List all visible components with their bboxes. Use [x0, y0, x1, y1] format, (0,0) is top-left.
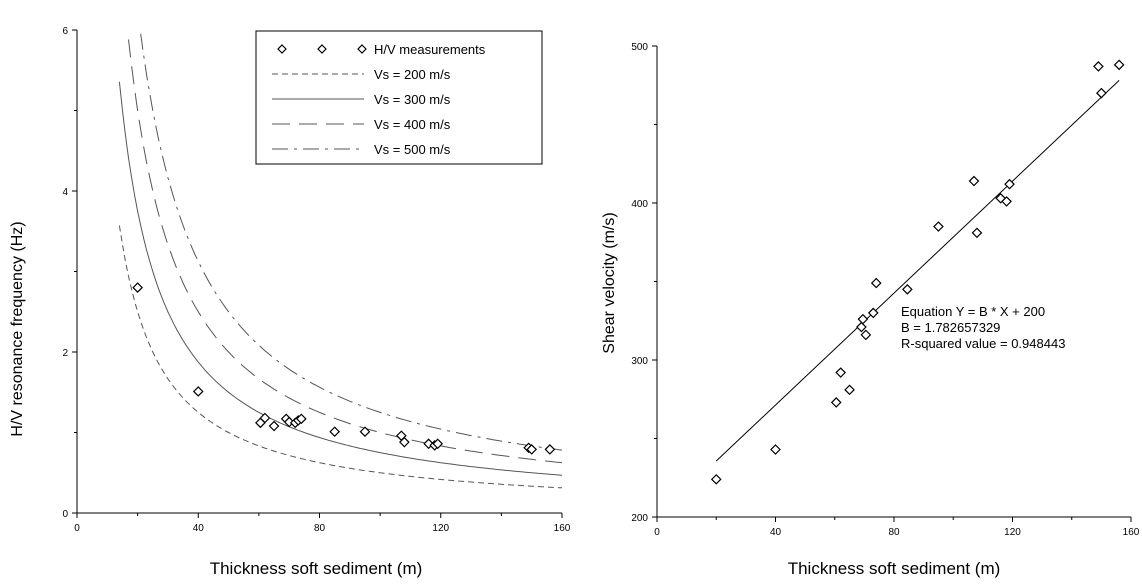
- regression-line: [715, 80, 1120, 462]
- hv-measurement-point: [192, 386, 204, 397]
- hv-measurement-point: [399, 436, 410, 448]
- left-x-ticks: 0 40 80 120 160: [74, 513, 571, 534]
- x-tick-label: 120: [432, 523, 449, 534]
- shear-velocity-point: [1113, 59, 1125, 71]
- shear-velocity-point: [1004, 178, 1015, 190]
- shear-velocity-point: [856, 321, 867, 333]
- legend-label: Vs = 400 m/s: [374, 117, 451, 132]
- shear-velocity-point: [835, 367, 847, 378]
- legend-label: Vs = 200 m/s: [374, 67, 451, 82]
- hv-measurement-point: [544, 444, 556, 455]
- right-x-axis-label: Thickness soft sediment (m): [788, 559, 1001, 578]
- hv-measurement-point: [259, 412, 271, 424]
- shear-velocity-point: [1093, 61, 1104, 72]
- left-y-ticks: 0 2 4 6: [62, 26, 77, 520]
- shear-velocity-point: [971, 227, 983, 239]
- fit-slope-text: B = 1.782657329: [901, 320, 1000, 335]
- right-axes: [656, 46, 1131, 518]
- y-tick-label: 200: [631, 513, 648, 524]
- curve-vs-300: [118, 81, 563, 476]
- hv-measurement-point: [359, 426, 371, 438]
- legend-marker: [317, 44, 327, 54]
- curve-vs-400: [128, 39, 563, 464]
- legend-marker: [357, 44, 367, 54]
- right-fit-line: [715, 80, 1120, 462]
- fit-r-squared-text: R-squared value = 0.948443: [901, 336, 1065, 351]
- left-y-axis-label: H/V resonance frequency (Hz): [9, 221, 26, 436]
- shear-velocity-point: [1001, 196, 1012, 207]
- y-tick-label: 4: [62, 187, 68, 198]
- x-tick-label: 40: [193, 523, 205, 534]
- x-tick-label: 120: [1004, 527, 1021, 538]
- shear-velocity-point: [968, 175, 980, 187]
- left-curves: [118, 33, 563, 489]
- shear-velocity-point: [901, 284, 913, 295]
- chart-left: 0 40 80 120 160 0 2 4 6 Thickness soft sediment…: [9, 26, 571, 578]
- hv-measurement-point: [526, 444, 538, 455]
- shear-velocity-point: [1096, 87, 1107, 99]
- x-tick-label: 0: [654, 527, 660, 538]
- fit-equation-text: Equation Y = B * X + 200: [901, 304, 1045, 319]
- right-points: [710, 59, 1125, 485]
- hv-measurement-point: [295, 413, 307, 425]
- left-points: [132, 282, 556, 455]
- shear-velocity-point: [860, 329, 872, 341]
- y-tick-label: 6: [62, 26, 68, 37]
- legend-box: [255, 30, 543, 165]
- x-tick-label: 160: [1123, 527, 1140, 538]
- x-tick-label: 0: [74, 523, 80, 534]
- chart-right: 0 40 80 120 160 200 300 400 500 Thickness soft …: [601, 42, 1140, 578]
- right-y-axis-label: Shear velocity (m/s): [601, 212, 618, 353]
- shear-velocity-point: [844, 384, 855, 396]
- left-x-axis-label: Thickness soft sediment (m): [210, 559, 423, 578]
- x-tick-label: 160: [554, 523, 571, 534]
- right-y-ticks: 200 300 400 500: [631, 42, 657, 524]
- y-tick-label: 2: [62, 348, 68, 359]
- x-tick-label: 40: [770, 527, 782, 538]
- legend-label: H/V measurements: [374, 42, 486, 57]
- curve-vs-200: [118, 225, 563, 489]
- right-x-ticks: 0 40 80 120 160: [654, 517, 1140, 538]
- x-tick-label: 80: [888, 527, 900, 538]
- shear-velocity-point: [867, 307, 879, 319]
- x-tick-label: 80: [314, 523, 326, 534]
- hv-measurement-point: [132, 282, 143, 293]
- legend-marker: [277, 44, 287, 54]
- hv-measurement-point: [268, 420, 280, 432]
- y-tick-label: 0: [62, 509, 68, 520]
- shear-velocity-point: [710, 473, 722, 485]
- shear-velocity-point: [770, 444, 781, 455]
- hv-measurement-point: [329, 426, 341, 438]
- shear-velocity-point: [870, 277, 882, 289]
- shear-velocity-point: [857, 313, 869, 325]
- curve-vs-500: [140, 33, 563, 451]
- legend-label: Vs = 500 m/s: [374, 142, 451, 157]
- shear-velocity-point: [830, 397, 842, 408]
- hv-measurement-point: [432, 438, 444, 450]
- y-tick-label: 400: [631, 199, 648, 210]
- y-tick-label: 500: [631, 42, 648, 53]
- y-tick-label: 300: [631, 356, 648, 367]
- legend-label: Vs = 300 m/s: [374, 92, 451, 107]
- left-legend: H/V measurements Vs = 200 m/s Vs = 300 m/s…: [255, 30, 543, 165]
- shear-velocity-point: [933, 221, 944, 232]
